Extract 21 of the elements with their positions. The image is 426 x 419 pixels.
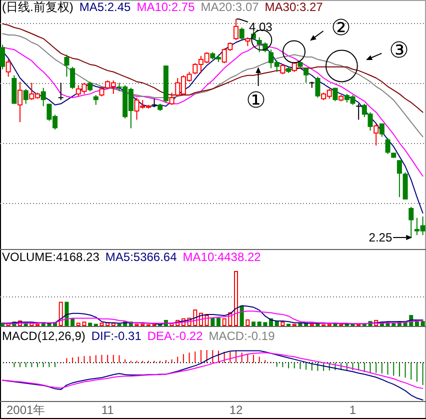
annotation: ③ — [389, 38, 409, 62]
annotation: ① — [246, 88, 266, 112]
text: MA10:4438.22 — [182, 250, 262, 264]
chart-title: (日线.前复权) — [2, 0, 74, 14]
x-tick-label: 1 — [349, 403, 356, 418]
text: MA5:5366.64 — [105, 250, 178, 264]
x-tick-label: 2001年 — [6, 403, 46, 418]
chart-title: MACD(12,26,9) — [2, 329, 86, 343]
series-label: MACD:-0.19 — [208, 329, 276, 343]
annotation: 2.25 — [368, 230, 392, 244]
text: MA10:2.75 — [136, 0, 196, 14]
x-tick-label: 12 — [229, 403, 243, 418]
text: MA5:2.45 — [79, 0, 132, 14]
annotation: 4.03 — [249, 20, 273, 34]
text: MA20:3.07 — [200, 0, 260, 14]
text: MA30:3.27 — [264, 0, 324, 14]
chart-title: VOLUME:4168.23 — [2, 250, 100, 264]
x-tick-label: 11 — [101, 403, 114, 418]
series-label: DEA:-0.22 — [147, 329, 204, 343]
annotation: ② — [331, 15, 351, 40]
text: DIF:-0.31 — [91, 329, 142, 343]
